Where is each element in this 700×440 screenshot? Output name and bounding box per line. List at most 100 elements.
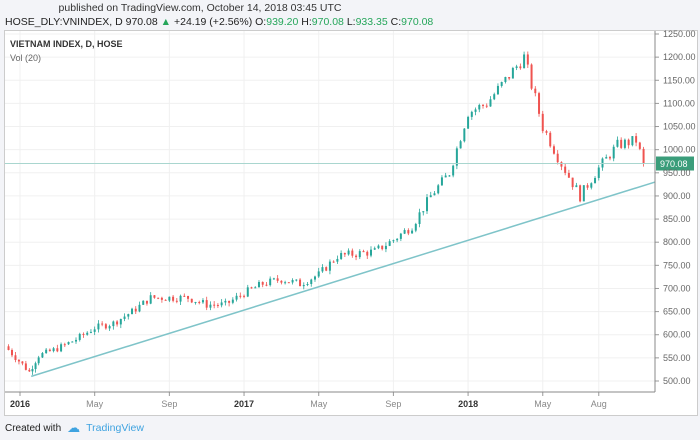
- candle-body: [444, 175, 447, 178]
- candle-body: [246, 287, 249, 297]
- candle-body: [261, 282, 264, 285]
- candle-body: [299, 279, 302, 287]
- candle-body: [172, 296, 175, 301]
- candle-body: [119, 318, 122, 325]
- candle-body: [496, 85, 499, 95]
- y-tick-label: 750.00: [663, 260, 691, 270]
- candle-body: [28, 369, 31, 372]
- candle-body: [194, 302, 197, 304]
- candle-body: [168, 296, 171, 301]
- candle-body: [164, 299, 167, 301]
- candle-body: [265, 284, 268, 286]
- candle-body: [358, 251, 361, 258]
- candle-body: [198, 302, 201, 304]
- candle-body: [340, 253, 343, 259]
- chart-panel[interactable]: [4, 30, 698, 416]
- candle-body: [269, 278, 272, 286]
- candle-body: [142, 300, 145, 305]
- candle-body: [556, 153, 559, 163]
- candle-body: [52, 348, 55, 352]
- candle-body: [440, 177, 443, 186]
- tradingview-logo-icon: ☁: [67, 420, 81, 435]
- candle-body: [500, 81, 503, 86]
- open-value: 939.20: [266, 16, 299, 28]
- candle-body: [291, 279, 294, 283]
- candle-body: [228, 300, 231, 303]
- y-tick-label: 1000.00: [663, 145, 696, 155]
- tradingview-link[interactable]: TradingView: [86, 422, 144, 434]
- candle-body: [328, 261, 331, 271]
- candle-body: [313, 276, 316, 280]
- candle-body: [131, 308, 134, 315]
- candle-body: [455, 148, 458, 166]
- x-tick-label: Aug: [591, 399, 607, 409]
- candle-body: [235, 295, 238, 300]
- candle-body: [351, 250, 354, 256]
- candle-body: [437, 185, 440, 194]
- candle-body: [179, 295, 182, 302]
- y-tick-label: 1100.00: [663, 98, 695, 108]
- candle-body: [470, 111, 473, 117]
- candle-body: [426, 197, 429, 212]
- candle-body: [571, 177, 574, 188]
- y-tick-label: 800.00: [663, 237, 691, 247]
- candle-body: [538, 93, 541, 114]
- candle-body: [175, 300, 178, 302]
- candle-body: [355, 255, 358, 258]
- candle-body: [213, 304, 216, 306]
- high-value: 970.08: [311, 16, 344, 28]
- candle-body: [635, 136, 638, 143]
- candle-body: [190, 298, 193, 303]
- y-tick-label: 1150.00: [663, 75, 695, 85]
- candle-body: [101, 323, 104, 325]
- candle-body: [362, 251, 365, 253]
- candle-body: [485, 105, 488, 107]
- candle-body: [78, 333, 81, 340]
- candle-body: [396, 238, 399, 241]
- candle-body: [243, 295, 246, 297]
- candle-body: [519, 66, 522, 69]
- candle-body: [526, 54, 529, 65]
- candle-body: [280, 280, 283, 283]
- candle-body: [82, 333, 85, 335]
- candle-body: [381, 245, 384, 250]
- y-tick-label: 700.00: [663, 283, 691, 293]
- candle-body: [582, 185, 585, 202]
- candle-body: [123, 316, 126, 319]
- candle-body: [373, 248, 376, 250]
- published-note: published on TradingView.com, October 14…: [58, 2, 342, 14]
- candle-body: [620, 139, 623, 148]
- candle-body: [31, 369, 34, 372]
- candle-body: [224, 300, 227, 303]
- candle-body: [272, 278, 275, 280]
- y-tick-label: 1250.00: [663, 29, 696, 39]
- candle-body: [89, 331, 92, 333]
- candle-body: [482, 104, 485, 106]
- candle-body: [508, 76, 511, 79]
- candle-body: [392, 240, 395, 242]
- candle-body: [45, 349, 48, 354]
- candle-body: [63, 344, 66, 346]
- candle-body: [407, 230, 410, 234]
- candle-body: [86, 332, 89, 335]
- candle-body: [257, 282, 260, 288]
- candle-body: [157, 297, 160, 299]
- candle-body: [384, 245, 387, 250]
- candle-body: [108, 326, 111, 329]
- price-chart[interactable]: 970.08 1250.00 1200.00 1150.00 1100.00 1050.…: [0, 0, 700, 420]
- candle-body: [56, 348, 59, 352]
- candle-body: [579, 185, 582, 202]
- candle-body: [418, 212, 421, 224]
- candle-body: [534, 88, 537, 94]
- y-tick-label: 1200.00: [663, 52, 696, 62]
- candle-body: [590, 183, 593, 188]
- candle-body: [48, 349, 51, 352]
- y-tick-label: 650.00: [663, 307, 691, 317]
- candle-body: [41, 353, 44, 358]
- candle-body: [37, 357, 40, 364]
- candle-body: [116, 321, 119, 325]
- candle-body: [321, 267, 324, 272]
- candle-body: [209, 304, 212, 308]
- candle-body: [332, 261, 335, 263]
- candle-body: [638, 142, 641, 149]
